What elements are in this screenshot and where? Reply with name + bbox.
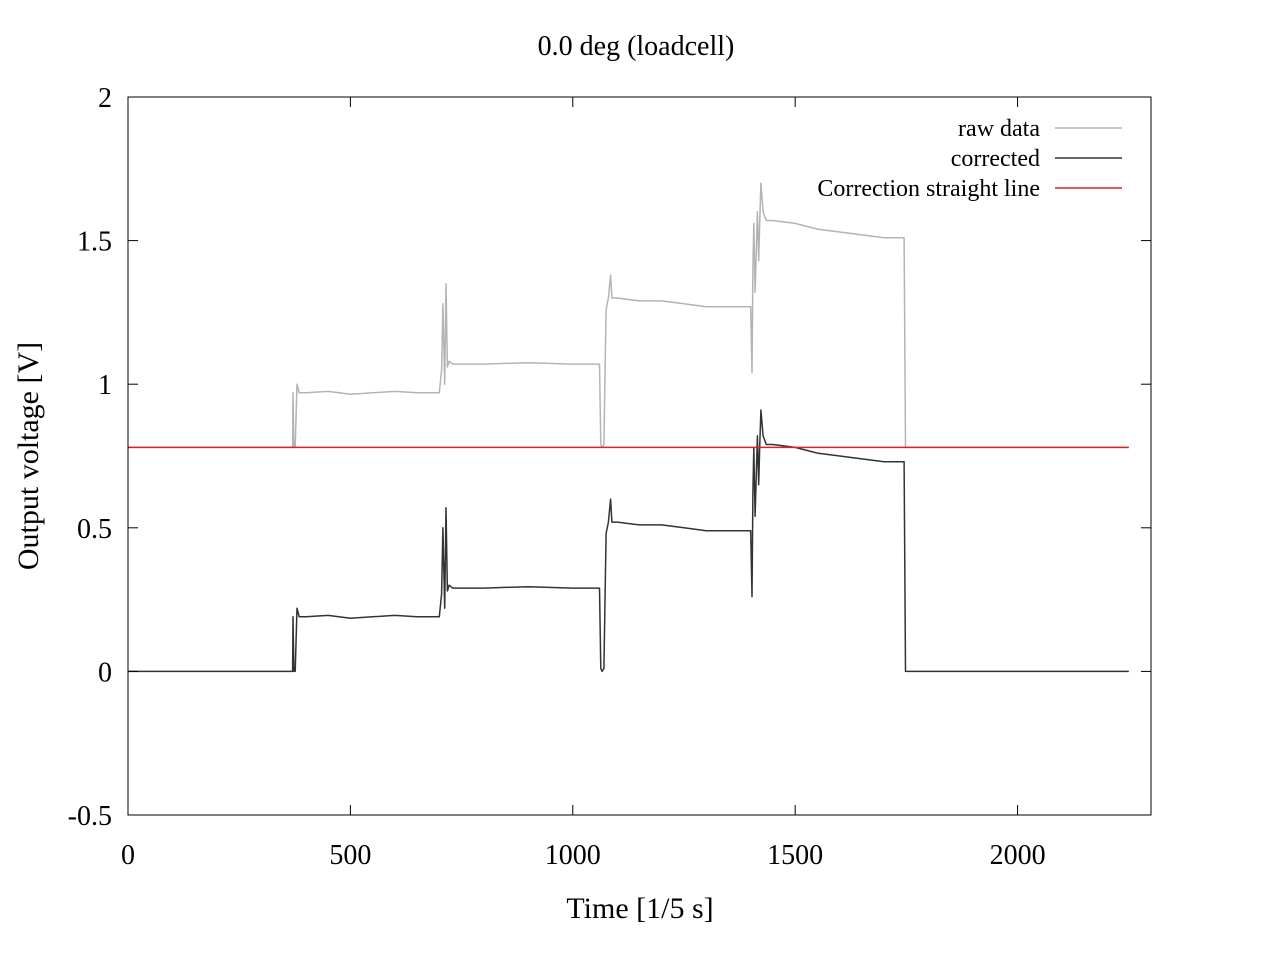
series-line-raw-data (128, 182, 1129, 449)
y-tick-label: -0.5 (68, 801, 112, 832)
x-tick-label: 2000 (990, 840, 1046, 871)
x-tick-label: 1500 (767, 840, 823, 871)
x-tick-label: 0 (121, 840, 135, 871)
legend-label-corrected: corrected (951, 146, 1040, 172)
y-tick-label: 0 (98, 657, 112, 688)
series-line-corrected (128, 409, 1129, 673)
plot-marks (128, 182, 1129, 673)
x-axis-label: Time [1/5 s] (566, 892, 713, 925)
legend-label-raw-data: raw data (958, 116, 1040, 142)
y-tick-label: 1 (98, 370, 112, 401)
y-axis-label: Output voltage [V] (12, 342, 45, 570)
chart-title: 0.0 deg (loadcell) (538, 31, 735, 62)
axis-ticks: 0 500 1000 1500 2000 -0.5 0 0.5 1 1.5 2 (68, 83, 1151, 871)
y-tick-label: 0.5 (77, 514, 112, 545)
plot-frame (127, 96, 1152, 816)
legend: raw data corrected Correction straight lin… (817, 116, 1122, 202)
y-tick-label: 1.5 (77, 227, 112, 258)
x-tick-label: 500 (329, 840, 371, 871)
y-tick-label: 2 (98, 83, 112, 114)
legend-label-correction-straight-line: Correction straight line (817, 176, 1040, 202)
x-tick-label: 1000 (545, 840, 601, 871)
